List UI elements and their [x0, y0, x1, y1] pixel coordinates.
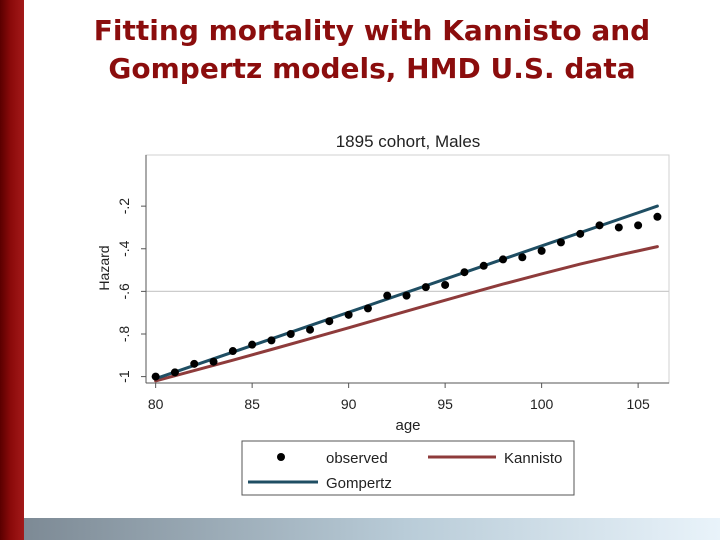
- observed-point-94: [421, 283, 430, 292]
- legend: observed Kannisto Gompertz: [241, 440, 575, 496]
- observed-point-104: [614, 223, 623, 232]
- observed-point-105: [634, 221, 643, 230]
- observed-point-85: [248, 340, 257, 349]
- legend-observed-label: observed: [326, 450, 388, 467]
- observed-point-101: [556, 238, 565, 247]
- axes-layer: [145, 155, 669, 384]
- kannisto-line: [154, 245, 659, 383]
- x-tick-label-5: 105: [626, 396, 650, 412]
- chart-title: 1895 cohort, Males: [336, 132, 481, 151]
- y-ticks: -1 -.8 -.6 -.4 -.2: [116, 198, 146, 383]
- bottom-decorative-bar: [24, 518, 720, 540]
- y-tick-label-3: -.4: [116, 240, 132, 257]
- x-tick-label-4: 100: [530, 396, 554, 412]
- x-tick-label-0: 80: [148, 396, 164, 412]
- observed-point-87: [286, 329, 295, 338]
- y-tick-label-1: -.8: [116, 326, 132, 343]
- y-tick-label-2: -.6: [116, 283, 132, 300]
- slide-title-line-1: Fitting mortality with Kannisto and: [93, 14, 651, 47]
- observed-point-83: [209, 357, 218, 366]
- y-axis-label: Hazard: [96, 245, 112, 290]
- slide-title-line-2: Gompertz models, HMD U.S. data: [108, 52, 636, 85]
- observed-point-89: [325, 317, 334, 326]
- y-tick-label-4: -.2: [116, 198, 132, 215]
- observed-point-92: [383, 291, 392, 300]
- x-axis-label: age: [395, 417, 420, 434]
- observed-point-84: [228, 347, 237, 356]
- observed-point-95: [441, 280, 450, 289]
- plot-frame: [145, 154, 670, 384]
- observed-point-90: [344, 310, 353, 319]
- observed-point-106: [653, 212, 662, 221]
- observed-point-88: [306, 325, 315, 334]
- legend-kannisto-label: Kannisto: [504, 450, 562, 467]
- x-tick-label-3: 95: [437, 396, 453, 412]
- x-tick-label-1: 85: [244, 396, 260, 412]
- y-tick-label-0: -1: [116, 370, 132, 383]
- observed-point-93: [402, 291, 411, 300]
- legend-box: [241, 440, 575, 496]
- observed-point-81: [170, 368, 179, 377]
- x-ticks: 80 85 90 95 100 105: [148, 383, 650, 412]
- x-tick-label-2: 90: [341, 396, 357, 412]
- observed-point-80: [151, 372, 160, 381]
- observed-point-98: [499, 255, 508, 264]
- legend-observed-marker: [277, 453, 285, 461]
- observed-point-103: [595, 221, 604, 230]
- observed-point-97: [479, 261, 488, 270]
- observed-point-96: [460, 268, 469, 277]
- series-layer: [151, 204, 662, 383]
- slide-title: Fitting mortality with Kannisto and Gomp…: [24, 12, 720, 88]
- observed-point-99: [518, 253, 527, 262]
- observed-point-86: [267, 336, 276, 345]
- left-decorative-bar: [0, 0, 24, 540]
- observed-point-82: [190, 359, 199, 368]
- observed-point-100: [537, 246, 546, 255]
- observed-point-102: [576, 229, 585, 238]
- observed-point-91: [363, 304, 372, 313]
- legend-gompertz-label: Gompertz: [326, 475, 392, 492]
